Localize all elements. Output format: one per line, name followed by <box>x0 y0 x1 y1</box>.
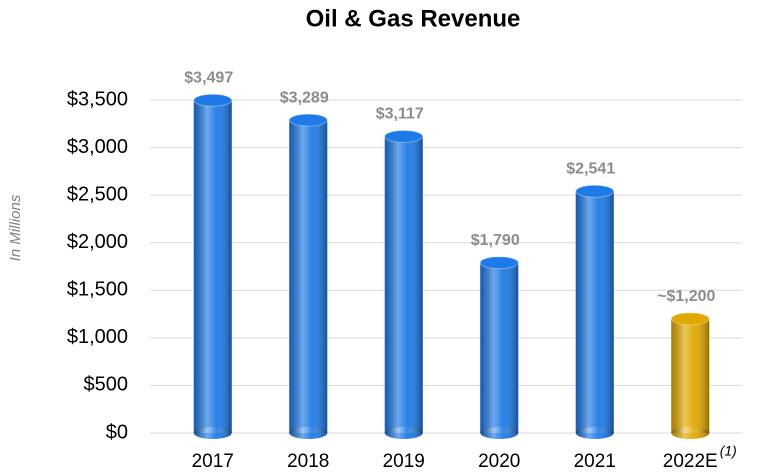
bar-cap <box>288 113 328 127</box>
bar-cap <box>479 256 519 270</box>
x-tick-label: 2017 <box>192 451 234 472</box>
bar-cap <box>670 312 710 326</box>
value-label: $3,117 <box>376 106 424 123</box>
bar-shade <box>575 191 614 433</box>
bar-cap <box>575 184 615 198</box>
value-label: $3,497 <box>184 70 233 87</box>
value-label: $1,790 <box>471 232 520 249</box>
x-tick-label: 2018 <box>287 451 329 472</box>
bar-cap <box>384 129 424 143</box>
y-axis-label: In Millions <box>7 194 24 261</box>
bar-shade <box>289 120 328 434</box>
x-tick-label: 2019 <box>383 451 425 472</box>
bar-shade <box>480 262 519 433</box>
y-tick-label: $3,500 <box>67 88 128 110</box>
y-tick-label: $2,000 <box>67 231 128 253</box>
bar-cap <box>193 93 233 107</box>
y-tick-label: $0 <box>106 421 128 443</box>
x-tick-label: 2022E <box>663 451 718 472</box>
y-tick-label: $500 <box>84 374 129 396</box>
y-tick-label: $3,000 <box>67 136 128 158</box>
y-tick-label: $1,500 <box>67 279 128 301</box>
value-label: ~$1,200 <box>657 288 715 305</box>
chart-title: Oil & Gas Revenue <box>306 5 521 32</box>
x-tick-label: 2020 <box>478 451 520 472</box>
x-tick-label: 2021 <box>574 451 616 472</box>
value-label: $2,541 <box>566 160 615 177</box>
y-tick-label: $2,500 <box>67 183 128 205</box>
y-tick-label: $1,000 <box>67 326 128 348</box>
bar-shade <box>671 318 710 433</box>
value-label: $3,289 <box>280 89 329 106</box>
bar-shade <box>193 100 232 433</box>
bar-shade <box>384 136 423 434</box>
footnote-marker: (1) <box>720 443 737 459</box>
